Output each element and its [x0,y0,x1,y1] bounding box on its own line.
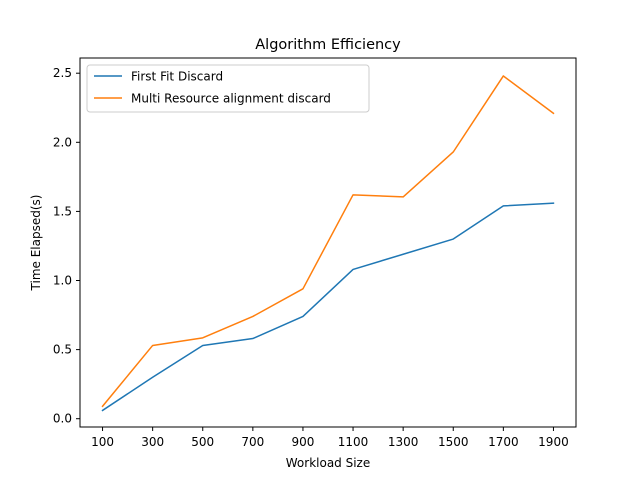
legend-frame [86,64,370,113]
plot-frame [79,57,577,428]
legend-label-multi-resource: Multi Resource alignment discard [131,92,331,106]
series-line-first-fit-discard [101,202,555,412]
x-axis-ticks: 100 300 500 700 900 1100 1300 1500 1700 1900 [91,427,569,449]
x-tick-label: 700 [241,435,264,449]
series-layer [101,75,555,412]
y-axis-ticks: 0.0 0.5 1.0 1.5 2.0 2.5 [53,66,80,426]
x-tick-label: 1700 [488,435,519,449]
y-axis-label: Time Elapsed(s) [29,195,43,292]
x-tick-label: 1500 [438,435,469,449]
y-tick-label: 2.5 [53,66,72,80]
x-tick-label: 1300 [388,435,419,449]
series-line-multi-resource-alignment-discard [101,75,555,408]
legend-label-first-fit: First Fit Discard [131,70,223,84]
x-tick-label: 500 [191,435,214,449]
x-tick-label: 300 [141,435,164,449]
x-tick-label: 900 [291,435,314,449]
x-tick-label: 1900 [538,435,569,449]
y-tick-label: 2.0 [53,135,72,149]
x-axis-label: Workload Size [286,456,370,470]
x-tick-label: 100 [91,435,114,449]
chart-title: Algorithm Efficiency [255,37,401,53]
y-tick-label: 1.0 [53,274,72,288]
x-tick-label: 1100 [338,435,369,449]
y-tick-label: 1.5 [53,204,72,218]
y-tick-label: 0.5 [53,343,72,357]
legend: First Fit Discard Multi Resource alignme… [86,64,370,113]
y-tick-label: 0.0 [53,412,72,426]
